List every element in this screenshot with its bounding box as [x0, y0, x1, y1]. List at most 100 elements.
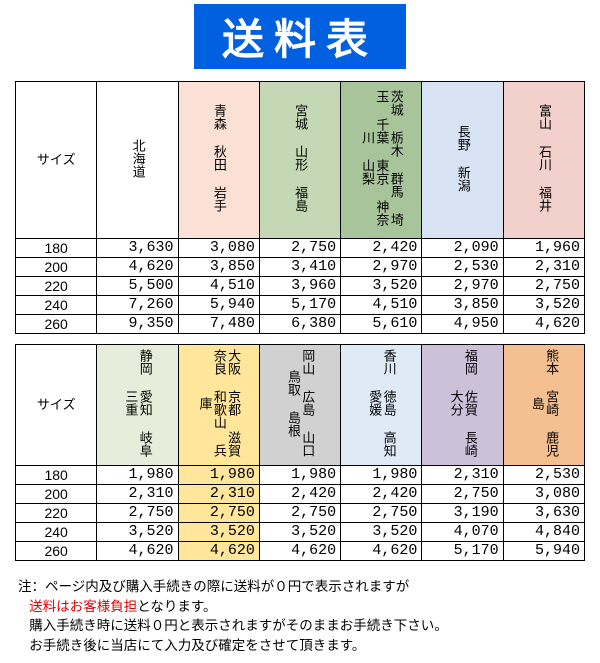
price-cell: 2,750 — [259, 504, 340, 523]
price-cell: 6,380 — [259, 315, 340, 334]
price-cell: 5,940 — [178, 296, 259, 315]
col-header: 福岡 佐賀 長崎 大分 — [422, 345, 503, 466]
price-cell: 4,510 — [341, 296, 422, 315]
table-row: 1801,9801,9801,9801,9802,3102,530 — [16, 466, 585, 485]
price-cell: 2,750 — [422, 485, 503, 504]
col-header: 岡山 広島 山口 鳥取 島根 — [259, 345, 340, 466]
price-cell: 3,630 — [97, 239, 178, 258]
note-line-2: 購入手続き時に送料０円と表示されますがそのままお手続き下さい。 — [18, 616, 582, 636]
price-cell: 3,410 — [259, 258, 340, 277]
price-cell: 3,850 — [422, 296, 503, 315]
price-cell: 5,940 — [503, 542, 584, 561]
price-cell: 2,750 — [97, 504, 178, 523]
col-header: 富山 石川 福井 — [503, 82, 584, 239]
note-text: となります。 — [137, 599, 216, 614]
table-row: 1803,6303,0802,7502,4202,0901,960 — [16, 239, 585, 258]
size-cell: 180 — [16, 466, 97, 485]
size-cell: 200 — [16, 485, 97, 504]
price-cell: 1,980 — [259, 466, 340, 485]
col-header: 宮城 山形 福島 — [259, 82, 340, 239]
table-row: 2002,3102,3102,4202,4202,7503,080 — [16, 485, 585, 504]
price-cell: 4,620 — [178, 542, 259, 561]
price-cell: 2,310 — [178, 485, 259, 504]
table-row: 2004,6203,8503,4102,9702,5302,310 — [16, 258, 585, 277]
price-cell: 2,420 — [341, 485, 422, 504]
price-cell: 1,960 — [503, 239, 584, 258]
price-cell: 3,630 — [503, 504, 584, 523]
price-cell: 4,510 — [178, 277, 259, 296]
price-cell: 3,520 — [97, 523, 178, 542]
price-cell: 2,310 — [97, 485, 178, 504]
price-cell: 1,980 — [178, 466, 259, 485]
price-cell: 5,500 — [97, 277, 178, 296]
col-header: 香川 徳島 高知 愛媛 — [341, 345, 422, 466]
col-header: 大阪 京都 滋賀 奈良 和歌山 兵庫 — [178, 345, 259, 466]
col-header: 静岡 愛知 岐阜 三重 — [97, 345, 178, 466]
price-cell: 7,260 — [97, 296, 178, 315]
price-cell: 5,170 — [422, 542, 503, 561]
price-cell: 4,620 — [97, 258, 178, 277]
table-row: 2403,5203,5203,5203,5204,0704,840 — [16, 523, 585, 542]
price-cell: 1,980 — [97, 466, 178, 485]
table-row: 2407,2605,9405,1704,5103,8503,520 — [16, 296, 585, 315]
shipping-table-1: サイズ北海道青森 秋田 岩手宮城 山形 福島茨城 栃木 群馬 埼玉 千葉 東京 … — [15, 81, 585, 334]
price-cell: 2,530 — [503, 466, 584, 485]
note-text-red: 送料はお客様負担 — [29, 599, 137, 614]
price-cell: 2,750 — [503, 277, 584, 296]
price-cell: 2,310 — [422, 466, 503, 485]
size-cell: 220 — [16, 277, 97, 296]
price-cell: 2,750 — [341, 504, 422, 523]
price-cell: 3,960 — [259, 277, 340, 296]
size-cell: 220 — [16, 504, 97, 523]
price-cell: 3,080 — [178, 239, 259, 258]
col-header: 青森 秋田 岩手 — [178, 82, 259, 239]
size-cell: 180 — [16, 239, 97, 258]
table-row: 2609,3507,4806,3805,6104,9504,620 — [16, 315, 585, 334]
size-cell: 200 — [16, 258, 97, 277]
price-cell: 4,620 — [503, 315, 584, 334]
price-cell: 3,520 — [178, 523, 259, 542]
price-cell: 2,530 — [422, 258, 503, 277]
price-cell: 2,090 — [422, 239, 503, 258]
col-header: 茨城 栃木 群馬 埼玉 千葉 東京 神奈川 山梨 — [341, 82, 422, 239]
price-cell: 3,190 — [422, 504, 503, 523]
price-cell: 1,980 — [341, 466, 422, 485]
table-row: 2205,5004,5103,9603,5202,9702,750 — [16, 277, 585, 296]
price-cell: 3,850 — [178, 258, 259, 277]
price-cell: 4,070 — [422, 523, 503, 542]
table-row: 2202,7502,7502,7502,7503,1903,630 — [16, 504, 585, 523]
price-cell: 3,520 — [341, 277, 422, 296]
price-cell: 3,080 — [503, 485, 584, 504]
price-cell: 2,970 — [341, 258, 422, 277]
price-cell: 7,480 — [178, 315, 259, 334]
size-cell: 240 — [16, 296, 97, 315]
page-title: 送料表 — [194, 4, 406, 69]
note-line-1: 注：ページ内及び購入手続きの際に送料が０円で表示されますが 送料はお客様負担とな… — [18, 577, 582, 616]
note-text: 注：ページ内及び購入手続きの際に送料が０円で表示されますが — [18, 579, 409, 594]
col-header: サイズ — [16, 82, 97, 239]
price-cell: 3,520 — [259, 523, 340, 542]
price-cell: 4,950 — [422, 315, 503, 334]
price-cell: 2,420 — [341, 239, 422, 258]
price-cell: 4,620 — [97, 542, 178, 561]
size-cell: 260 — [16, 315, 97, 334]
price-cell: 2,750 — [259, 239, 340, 258]
price-cell: 4,840 — [503, 523, 584, 542]
price-cell: 2,750 — [178, 504, 259, 523]
size-cell: 240 — [16, 523, 97, 542]
shipping-table-2: サイズ静岡 愛知 岐阜 三重大阪 京都 滋賀 奈良 和歌山 兵庫岡山 広島 山口… — [15, 344, 585, 561]
price-cell: 3,520 — [341, 523, 422, 542]
title-bar: 送料表 — [0, 0, 600, 77]
price-cell: 9,350 — [97, 315, 178, 334]
price-cell: 5,170 — [259, 296, 340, 315]
note-line-3: お手続き後に当店にて入力及び確定をさせて頂きます。 — [18, 636, 582, 656]
size-cell: 260 — [16, 542, 97, 561]
col-header: 長野 新潟 — [422, 82, 503, 239]
price-cell: 2,970 — [422, 277, 503, 296]
col-header: サイズ — [16, 345, 97, 466]
price-cell: 4,620 — [259, 542, 340, 561]
price-cell: 4,620 — [341, 542, 422, 561]
col-header: 北海道 — [97, 82, 178, 239]
price-cell: 3,520 — [503, 296, 584, 315]
col-header: 熊本 宮崎 鹿児島 — [503, 345, 584, 466]
